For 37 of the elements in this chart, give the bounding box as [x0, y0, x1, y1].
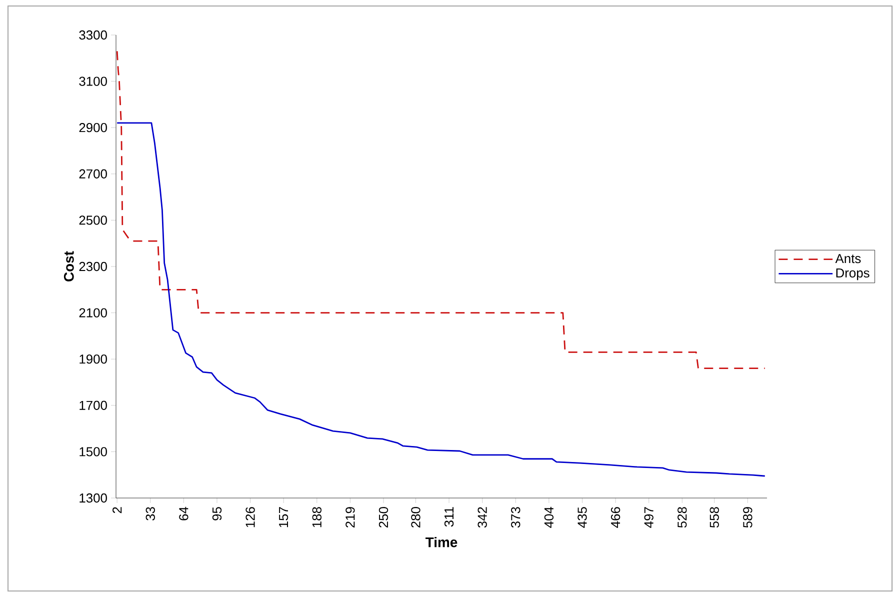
- x-tick-label: 528: [678, 507, 687, 528]
- y-tick-label: 2700: [79, 169, 107, 178]
- x-tick-label: 2: [112, 507, 122, 514]
- x-tick-label: 373: [511, 507, 520, 528]
- x-tick-label: 64: [179, 506, 188, 520]
- x-axis-title: Time: [426, 536, 458, 548]
- x-tick-label: 558: [710, 507, 719, 528]
- y-tick-label: 3300: [79, 30, 107, 40]
- line-series: [116, 122, 766, 477]
- y-tick-label: 2900: [79, 123, 107, 132]
- x-tick-label: 126: [246, 507, 255, 528]
- x-tick-label: 219: [346, 507, 355, 528]
- y-tick-label: 1900: [80, 354, 107, 364]
- x-tick-label: 589: [743, 507, 752, 528]
- x-tick-label: 404: [544, 506, 554, 528]
- y-tick-label: 2500: [79, 216, 107, 225]
- x-tick-label: 188: [312, 507, 322, 528]
- x-tick-label: 250: [378, 507, 388, 528]
- x-tick-label: 311: [444, 507, 454, 527]
- y-axis-title: Cost: [64, 251, 74, 282]
- y-tick-label: 1700: [80, 400, 107, 410]
- x-tick-label: 497: [644, 507, 654, 528]
- y-tick-label: 1500: [80, 447, 107, 456]
- legend-label: Ants: [835, 254, 861, 264]
- line-series: [116, 50, 766, 370]
- x-tick-label: 435: [578, 507, 587, 528]
- y-tick-label: 1300: [80, 493, 107, 503]
- y-tick-label: 2300: [79, 262, 107, 272]
- x-tick-label: 280: [411, 507, 420, 528]
- x-tick-label: 95: [212, 507, 222, 520]
- y-tick-label: 3100: [79, 76, 107, 86]
- x-tick-label: 33: [146, 507, 155, 520]
- y-tick-label: 2100: [79, 308, 107, 318]
- legend-label: Drops: [836, 268, 870, 280]
- x-tick-label: 342: [478, 507, 487, 528]
- x-tick-label: 466: [610, 507, 620, 528]
- x-tick-label: 157: [279, 507, 288, 528]
